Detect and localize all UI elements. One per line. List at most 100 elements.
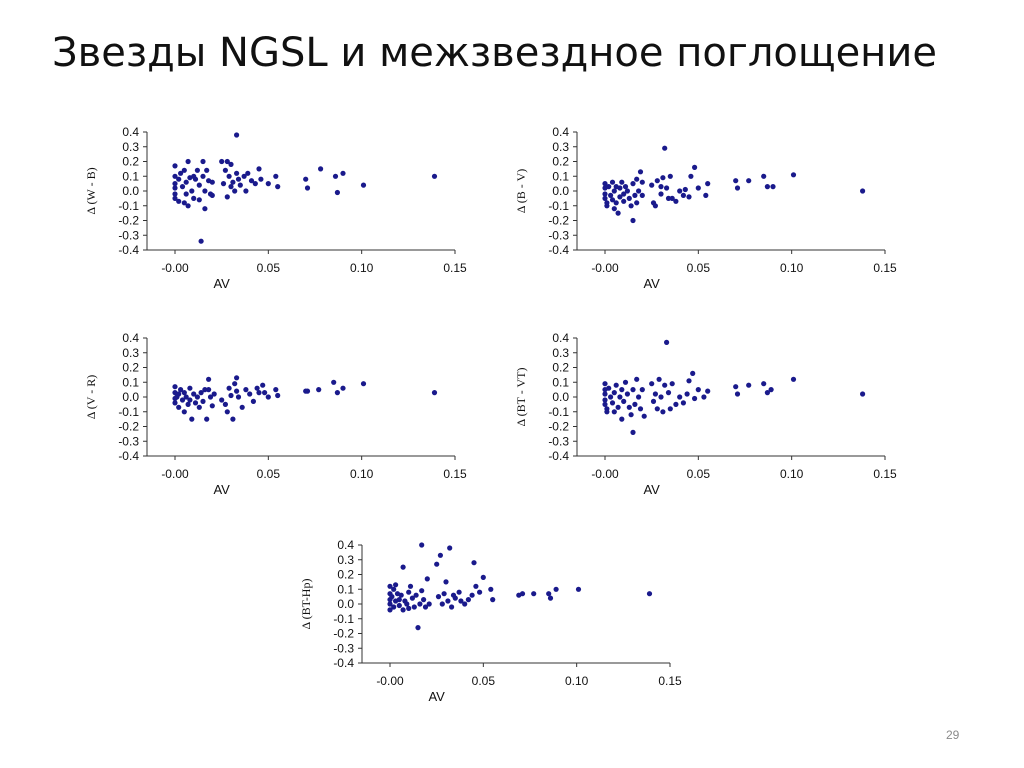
data-point (669, 195, 675, 201)
data-point (181, 167, 187, 173)
data-point (431, 173, 438, 179)
data-point (652, 203, 658, 209)
data-point (606, 385, 612, 391)
data-point (252, 181, 258, 187)
data-point (622, 184, 629, 190)
data-point (398, 592, 404, 598)
y-tick-label: -0.1 (118, 199, 139, 213)
data-point (622, 379, 629, 385)
y-tick-label: -0.1 (548, 405, 569, 419)
data-point (688, 173, 694, 179)
data-point (617, 194, 623, 200)
x-tick-label: -0.00 (161, 261, 189, 275)
x-tick-label: 0.05 (257, 467, 281, 481)
data-point (192, 400, 199, 406)
data-point (469, 592, 475, 598)
data-point (207, 394, 214, 400)
data-point (256, 390, 262, 396)
y-tick-label: -0.4 (118, 449, 139, 463)
x-tick-label: 0.15 (443, 261, 467, 275)
data-point (437, 552, 443, 558)
data-point (602, 401, 608, 407)
data-point (639, 179, 645, 185)
data-point (189, 188, 195, 194)
data-point (340, 170, 346, 176)
data-point (185, 401, 191, 407)
data-point (639, 387, 645, 393)
x-axis-label: AV (213, 482, 230, 497)
data-point (181, 390, 187, 396)
data-point (602, 397, 608, 403)
data-point (692, 395, 698, 402)
data-point (445, 598, 451, 604)
y-tick-label: -0.2 (548, 420, 569, 434)
data-point (196, 182, 202, 188)
data-point (406, 605, 412, 611)
data-point (473, 583, 479, 589)
y-tick-label: -0.2 (333, 627, 354, 641)
data-point (230, 179, 236, 185)
data-point (211, 391, 217, 397)
data-point (245, 170, 251, 176)
y-tick-label: 0.0 (337, 597, 354, 611)
data-point (547, 595, 554, 601)
data-point (695, 387, 701, 393)
y-tick-label: 0.0 (122, 390, 139, 404)
data-point (609, 400, 616, 406)
data-point (621, 398, 627, 404)
data-point (417, 601, 423, 607)
data-point (421, 597, 427, 603)
data-point (185, 158, 191, 165)
data-point (602, 195, 608, 201)
data-point (406, 589, 412, 595)
y-tick-label: -0.2 (118, 420, 139, 434)
data-point (419, 542, 425, 548)
data-point (746, 382, 752, 388)
data-point (202, 387, 208, 393)
data-point (202, 206, 208, 212)
data-point (617, 394, 623, 400)
y-tick-label: -0.4 (548, 243, 569, 257)
data-point (256, 166, 262, 172)
y-tick-label: -0.1 (118, 405, 139, 419)
x-tick-label: 0.15 (873, 261, 897, 275)
y-tick-label: -0.3 (548, 434, 569, 448)
data-point (187, 385, 193, 391)
data-point (465, 597, 471, 603)
data-point (673, 401, 679, 407)
data-point (219, 397, 225, 403)
y-tick-label: 0.1 (337, 582, 354, 596)
data-point (396, 602, 402, 609)
data-point (860, 391, 866, 397)
y-tick-label: 0.0 (552, 184, 569, 198)
data-point (680, 400, 686, 406)
data-point (396, 597, 402, 603)
data-point (200, 173, 206, 179)
data-point (248, 178, 255, 184)
data-point (235, 394, 242, 400)
data-point (202, 188, 208, 194)
data-point (340, 385, 346, 391)
data-point (273, 173, 279, 179)
y-tick-label: 0.1 (122, 169, 139, 183)
data-point (172, 195, 178, 201)
data-point (304, 388, 311, 394)
y-axis-label: Δ (BT - VT) (514, 368, 528, 427)
data-point (608, 192, 614, 198)
data-point (389, 594, 395, 600)
data-point (611, 409, 617, 415)
data-point (391, 604, 397, 610)
data-point (273, 387, 279, 393)
data-point (770, 184, 776, 190)
data-point (265, 181, 271, 187)
data-point (646, 591, 653, 597)
data-point (628, 412, 634, 418)
data-point (690, 370, 696, 376)
data-point (241, 173, 247, 179)
data-point (621, 191, 627, 197)
data-point (226, 385, 232, 391)
data-point (234, 388, 240, 394)
data-point (441, 591, 447, 597)
y-tick-label: 0.4 (122, 125, 139, 139)
scatter-plot-bt-vt: 0.40.30.20.10.0-0.1-0.2-0.3-0.4 -0.00 0.05… (514, 331, 897, 497)
